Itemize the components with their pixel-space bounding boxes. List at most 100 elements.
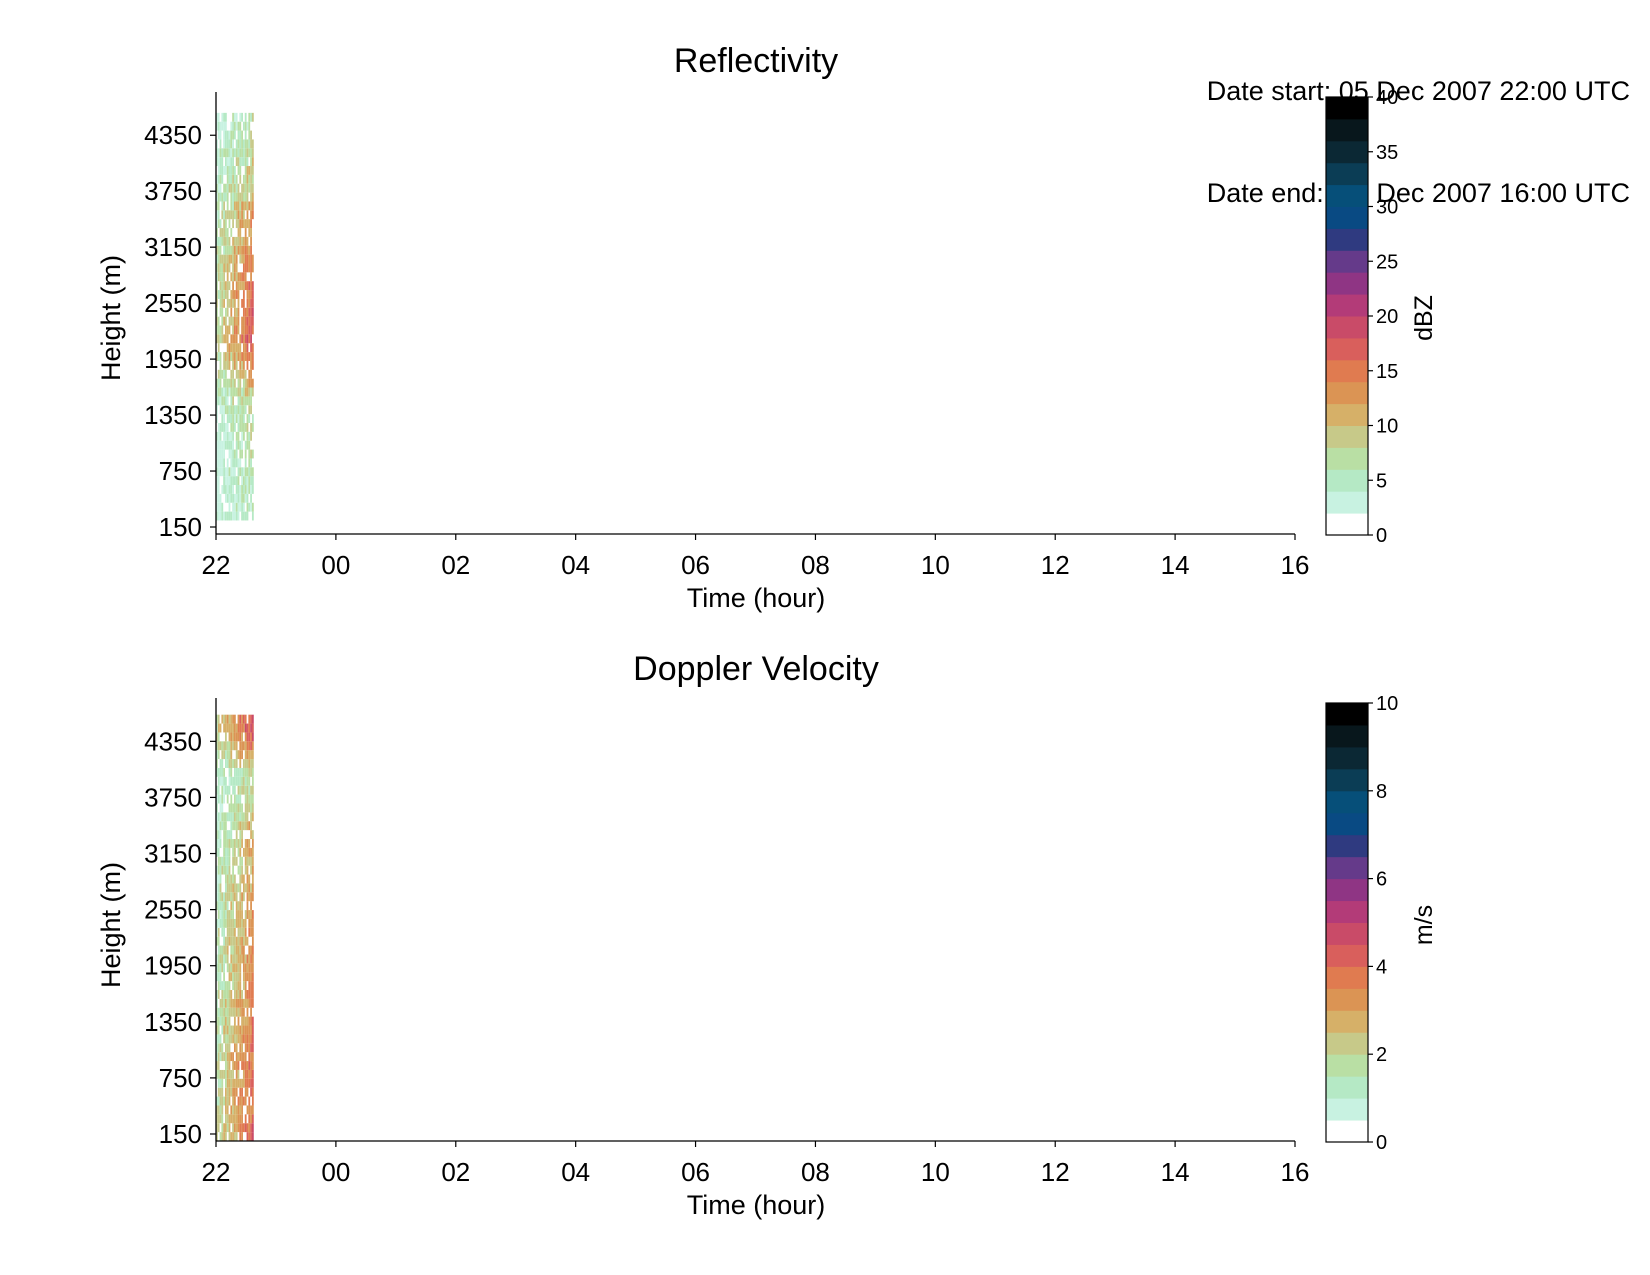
heatmap-cell bbox=[242, 245, 245, 255]
heatmap-cell bbox=[239, 449, 242, 459]
heatmap-cell bbox=[250, 148, 252, 158]
heatmap-cell bbox=[224, 759, 227, 768]
heatmap-cell bbox=[217, 201, 220, 211]
heatmap-cell bbox=[230, 1034, 233, 1044]
y-tick-label: 150 bbox=[159, 1119, 202, 1149]
heatmap-cell bbox=[226, 210, 229, 220]
heatmap-cell bbox=[216, 440, 218, 450]
heatmap-cell bbox=[233, 776, 236, 786]
heatmap-cell bbox=[244, 352, 247, 361]
heatmap-cell bbox=[224, 998, 227, 1008]
heatmap-cell bbox=[217, 1078, 220, 1088]
heatmap-cell bbox=[241, 767, 243, 777]
colorbar-tick-label: 10 bbox=[1376, 693, 1398, 715]
doppler-colorbar-label: m/s bbox=[1410, 905, 1438, 945]
heatmap-cell bbox=[239, 918, 242, 928]
heatmap-cell bbox=[248, 476, 251, 486]
heatmap-cell bbox=[226, 750, 229, 760]
heatmap-cell bbox=[216, 865, 218, 875]
heatmap-cell bbox=[226, 334, 229, 344]
heatmap-cell bbox=[219, 856, 222, 866]
heatmap-cell bbox=[244, 750, 247, 760]
heatmap-cell bbox=[239, 759, 242, 768]
heatmap-cell bbox=[232, 352, 234, 361]
colorbar-tick-label: 25 bbox=[1376, 251, 1398, 273]
heatmap-cell bbox=[235, 1105, 238, 1115]
heatmap-cell bbox=[251, 511, 254, 521]
heatmap-cell bbox=[244, 1061, 247, 1070]
heatmap-cell bbox=[217, 874, 220, 884]
heatmap-cell bbox=[246, 245, 249, 255]
heatmap-cell bbox=[223, 254, 225, 264]
heatmap-cell bbox=[244, 148, 247, 158]
heatmap-cell bbox=[219, 458, 222, 468]
heatmap-cell bbox=[248, 1123, 251, 1133]
colorbar-segment bbox=[1326, 900, 1368, 923]
heatmap-cell bbox=[226, 1087, 229, 1097]
colorbar-tick-label: 20 bbox=[1376, 306, 1398, 328]
heatmap-cell bbox=[216, 794, 218, 804]
heatmap-cell bbox=[242, 981, 245, 991]
heatmap-cell bbox=[233, 121, 236, 131]
heatmap-cell bbox=[241, 865, 243, 875]
heatmap-cell bbox=[217, 1096, 220, 1106]
heatmap-cell bbox=[223, 192, 225, 202]
heatmap-cell bbox=[242, 298, 245, 308]
heatmap-cell bbox=[233, 759, 236, 768]
heatmap-cell bbox=[226, 281, 229, 291]
heatmap-cell bbox=[235, 1069, 238, 1079]
heatmap-cell bbox=[219, 1034, 222, 1044]
heatmap-cell bbox=[235, 1078, 238, 1088]
heatmap-cell bbox=[250, 1078, 252, 1088]
heatmap-cell bbox=[219, 1096, 222, 1106]
heatmap-cell bbox=[248, 794, 251, 804]
heatmap-cell bbox=[217, 396, 220, 406]
colorbar-tick-label: 6 bbox=[1376, 869, 1387, 891]
heatmap-cell bbox=[244, 157, 247, 167]
heatmap-cell bbox=[221, 954, 224, 964]
colorbar-segment bbox=[1326, 97, 1368, 120]
heatmap-cell bbox=[239, 219, 242, 229]
heatmap-cell bbox=[237, 290, 240, 299]
heatmap-cell bbox=[241, 360, 243, 370]
heatmap-cell bbox=[244, 263, 247, 273]
heatmap-cell bbox=[233, 990, 236, 999]
heatmap-cell bbox=[224, 901, 227, 911]
heatmap-cell bbox=[230, 1114, 233, 1124]
heatmap-cell bbox=[221, 157, 224, 167]
heatmap-cell bbox=[230, 316, 233, 326]
heatmap-cell bbox=[251, 316, 254, 326]
heatmap-cell bbox=[241, 1061, 243, 1070]
heatmap-cell bbox=[216, 493, 218, 503]
heatmap-cell bbox=[219, 1087, 222, 1097]
heatmap-cell bbox=[246, 334, 249, 344]
heatmap-cell bbox=[246, 476, 249, 486]
colorbar-segment bbox=[1326, 184, 1368, 207]
heatmap-cell bbox=[221, 201, 224, 211]
heatmap-cell bbox=[242, 219, 245, 229]
heatmap-cell bbox=[237, 794, 240, 804]
heatmap-cell bbox=[251, 1123, 254, 1133]
x-tick-label: 14 bbox=[1161, 1157, 1190, 1187]
heatmap-cell bbox=[246, 387, 249, 397]
heatmap-cell bbox=[248, 467, 251, 477]
heatmap-cell bbox=[242, 493, 245, 503]
heatmap-cell bbox=[248, 927, 251, 937]
heatmap-cell bbox=[221, 750, 224, 760]
heatmap-cell bbox=[219, 298, 222, 308]
heatmap-cell bbox=[224, 714, 227, 724]
heatmap-cell bbox=[223, 281, 225, 291]
heatmap-cell bbox=[239, 927, 242, 937]
heatmap-cell bbox=[244, 307, 247, 317]
heatmap-cell bbox=[235, 511, 238, 521]
y-tick-label: 1350 bbox=[144, 1007, 202, 1037]
heatmap-cell bbox=[232, 440, 234, 450]
heatmap-cell bbox=[239, 1105, 242, 1115]
heatmap-cell bbox=[230, 990, 233, 999]
heatmap-cell bbox=[221, 767, 224, 777]
heatmap-cell bbox=[230, 1132, 233, 1141]
heatmap-cell bbox=[250, 759, 252, 768]
heatmap-cell bbox=[248, 166, 251, 175]
heatmap-cell bbox=[233, 741, 236, 751]
